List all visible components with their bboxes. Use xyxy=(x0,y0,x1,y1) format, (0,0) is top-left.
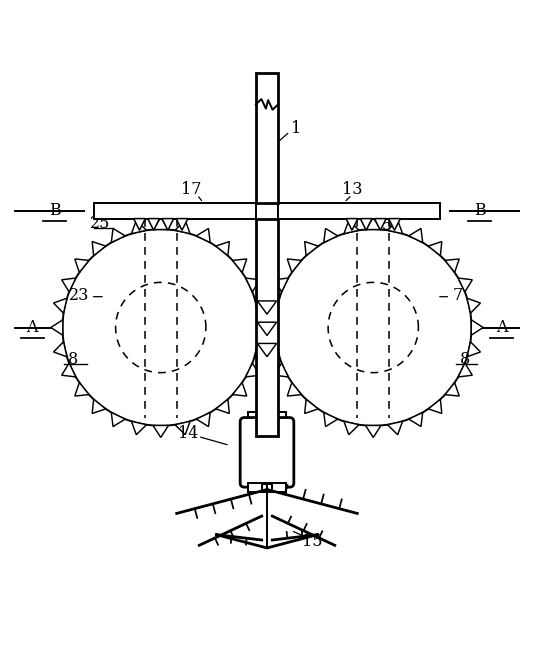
Polygon shape xyxy=(62,363,76,377)
Bar xyxy=(248,483,286,493)
Polygon shape xyxy=(51,320,63,335)
Polygon shape xyxy=(409,229,423,242)
Polygon shape xyxy=(216,242,229,255)
Polygon shape xyxy=(162,219,174,231)
Bar xyxy=(259,422,275,436)
Polygon shape xyxy=(111,229,125,242)
Text: 8: 8 xyxy=(68,351,78,368)
Polygon shape xyxy=(445,383,459,396)
Polygon shape xyxy=(92,400,106,413)
Polygon shape xyxy=(374,219,386,231)
Polygon shape xyxy=(197,413,210,426)
Polygon shape xyxy=(175,421,190,435)
Polygon shape xyxy=(111,413,125,426)
Polygon shape xyxy=(266,298,279,313)
Text: 3: 3 xyxy=(350,206,360,223)
Polygon shape xyxy=(232,259,247,272)
Polygon shape xyxy=(53,298,67,313)
Polygon shape xyxy=(305,242,318,255)
Polygon shape xyxy=(324,413,337,426)
Circle shape xyxy=(275,229,472,426)
Polygon shape xyxy=(458,278,472,292)
Polygon shape xyxy=(388,421,403,435)
Text: A: A xyxy=(496,319,507,336)
Polygon shape xyxy=(344,220,359,234)
Polygon shape xyxy=(467,298,481,313)
Polygon shape xyxy=(428,242,442,255)
Polygon shape xyxy=(388,220,403,234)
Polygon shape xyxy=(471,320,483,335)
Polygon shape xyxy=(153,426,168,438)
Polygon shape xyxy=(75,383,89,396)
Text: B: B xyxy=(49,202,60,219)
Polygon shape xyxy=(53,342,67,357)
Text: 15: 15 xyxy=(302,533,323,550)
Text: 19: 19 xyxy=(112,205,133,222)
Polygon shape xyxy=(255,342,268,357)
Polygon shape xyxy=(458,363,472,377)
Bar xyxy=(278,202,439,219)
Text: 14: 14 xyxy=(178,425,199,442)
Polygon shape xyxy=(216,400,229,413)
Text: 8: 8 xyxy=(459,351,470,368)
Polygon shape xyxy=(346,219,358,231)
Circle shape xyxy=(62,229,259,426)
Polygon shape xyxy=(75,259,89,272)
Polygon shape xyxy=(257,343,277,357)
Polygon shape xyxy=(287,383,302,396)
Polygon shape xyxy=(257,301,277,314)
Polygon shape xyxy=(175,220,190,234)
Bar xyxy=(256,73,278,202)
Polygon shape xyxy=(92,242,106,255)
Bar xyxy=(248,412,286,422)
Polygon shape xyxy=(467,342,481,357)
Bar xyxy=(262,484,272,493)
Polygon shape xyxy=(134,219,145,231)
Polygon shape xyxy=(176,219,188,231)
Polygon shape xyxy=(409,413,423,426)
Text: 5: 5 xyxy=(381,217,391,234)
Text: 17: 17 xyxy=(182,181,202,198)
Text: 23: 23 xyxy=(69,287,90,304)
Polygon shape xyxy=(246,278,260,292)
Polygon shape xyxy=(255,298,268,313)
Text: 13: 13 xyxy=(342,181,362,198)
Polygon shape xyxy=(259,320,271,335)
Polygon shape xyxy=(232,383,247,396)
Polygon shape xyxy=(197,229,210,242)
Polygon shape xyxy=(366,217,381,229)
Text: 7: 7 xyxy=(453,287,464,304)
Bar xyxy=(256,219,278,436)
Polygon shape xyxy=(287,259,302,272)
FancyBboxPatch shape xyxy=(240,417,294,487)
Polygon shape xyxy=(246,363,260,377)
Text: B: B xyxy=(474,202,485,219)
Polygon shape xyxy=(360,219,372,231)
Polygon shape xyxy=(305,400,318,413)
Polygon shape xyxy=(274,363,288,377)
Polygon shape xyxy=(389,219,400,231)
Polygon shape xyxy=(428,400,442,413)
Polygon shape xyxy=(257,322,277,335)
Polygon shape xyxy=(263,320,275,335)
Polygon shape xyxy=(274,278,288,292)
Polygon shape xyxy=(153,217,168,229)
Polygon shape xyxy=(266,342,279,357)
Polygon shape xyxy=(445,259,459,272)
Bar xyxy=(95,202,256,219)
Polygon shape xyxy=(344,421,359,435)
Polygon shape xyxy=(131,220,146,234)
Polygon shape xyxy=(366,426,381,438)
Text: 1: 1 xyxy=(291,120,301,137)
Text: 25: 25 xyxy=(90,215,110,233)
Polygon shape xyxy=(131,421,146,435)
Polygon shape xyxy=(148,219,160,231)
Polygon shape xyxy=(62,278,76,292)
Text: A: A xyxy=(27,319,38,336)
Polygon shape xyxy=(324,229,337,242)
